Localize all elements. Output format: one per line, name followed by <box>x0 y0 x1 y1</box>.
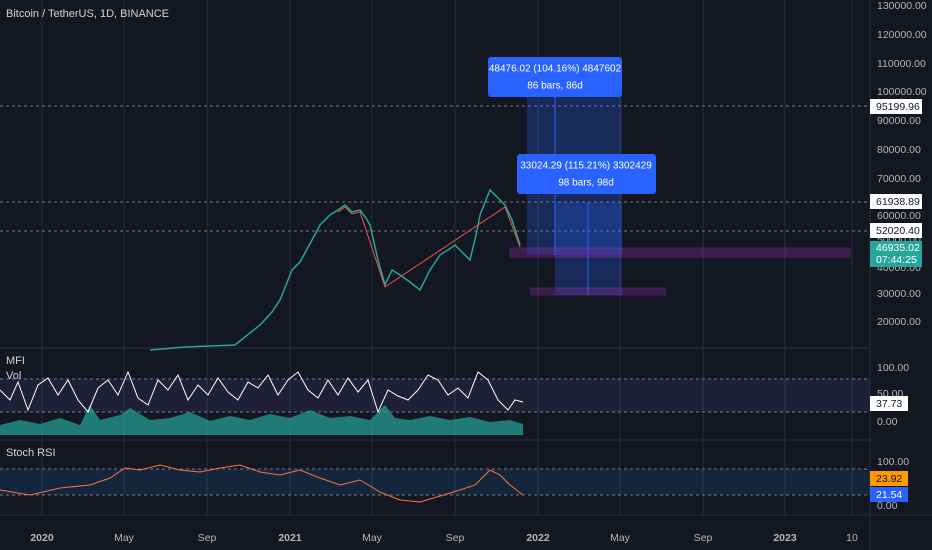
marker: 95199.96 <box>876 101 920 113</box>
price-line-red <box>337 206 521 288</box>
marker: 46935.02 <box>876 242 920 254</box>
time-label: Sep <box>198 532 217 544</box>
axis-label: 80000.00 <box>877 144 921 156</box>
marker: 21.54 <box>876 489 902 501</box>
time-label: 2022 <box>526 532 550 544</box>
axis-label: 100.00 <box>877 362 909 374</box>
time-label: May <box>610 532 631 544</box>
time-label: Sep <box>694 532 713 544</box>
axis-label: 110000.00 <box>877 58 926 70</box>
marker: 07:44:25 <box>876 254 917 266</box>
chart-title: Bitcoin / TetherUS, 1D, BINANCE <box>6 8 169 20</box>
axis-label: 100.00 <box>877 456 909 468</box>
measure-text: 86 bars, 86d <box>527 81 583 92</box>
measure-box-2: 33024.29 (115.21%) 3302429 98 bars, 98d <box>517 154 656 194</box>
marker: 61938.89 <box>876 196 920 208</box>
mfi-pane: MFI Vol 100.00 50.00 0.00 37.73 <box>0 355 909 435</box>
measure-text: 98 bars, 98d <box>558 178 614 189</box>
time-label: 2023 <box>773 532 797 544</box>
axis-label: 100000.00 <box>877 86 927 98</box>
axis-label: 90000.00 <box>877 115 921 127</box>
axis-label: 0.00 <box>877 416 898 428</box>
time-label: 10 <box>846 532 858 544</box>
axis-label: 0.00 <box>877 500 898 512</box>
time-axis: 2020 May Sep 2021 May Sep 2022 May Sep 2… <box>30 532 858 544</box>
measure-box-1: 48476.02 (104.16%) 4847602 86 bars, 86d <box>488 57 622 97</box>
time-label: May <box>362 532 383 544</box>
axis-label: 70000.00 <box>877 173 921 185</box>
marker: 23.92 <box>876 473 902 485</box>
time-label: 2020 <box>30 532 54 544</box>
axis-label: 60000.00 <box>877 210 921 222</box>
time-label: 2021 <box>278 532 302 544</box>
marker: 52020.40 <box>876 225 920 237</box>
price-markers: 95199.96 61938.89 52020.40 46935.02 07:4… <box>870 99 922 267</box>
axis-label: 120000.00 <box>877 29 927 41</box>
time-label: May <box>114 532 135 544</box>
stoch-pane: Stoch RSI 100.00 0.00 23.92 21.54 <box>0 447 909 512</box>
level-lines <box>0 105 870 232</box>
axis-label: 20000.00 <box>877 316 921 328</box>
axis-label: 30000.00 <box>877 288 921 300</box>
pane-title: Stoch RSI <box>6 447 56 459</box>
axis-label: 130000.00 <box>877 0 927 12</box>
measure-text: 33024.29 (115.21%) 3302429 <box>520 161 652 172</box>
time-label: Sep <box>446 532 465 544</box>
price-line <box>149 188 521 351</box>
pane-title: MFI <box>6 355 25 367</box>
pane-title: Vol <box>6 370 21 382</box>
measure-text: 48476.02 (104.16%) 4847602 <box>489 64 622 75</box>
marker: 37.73 <box>876 398 902 410</box>
